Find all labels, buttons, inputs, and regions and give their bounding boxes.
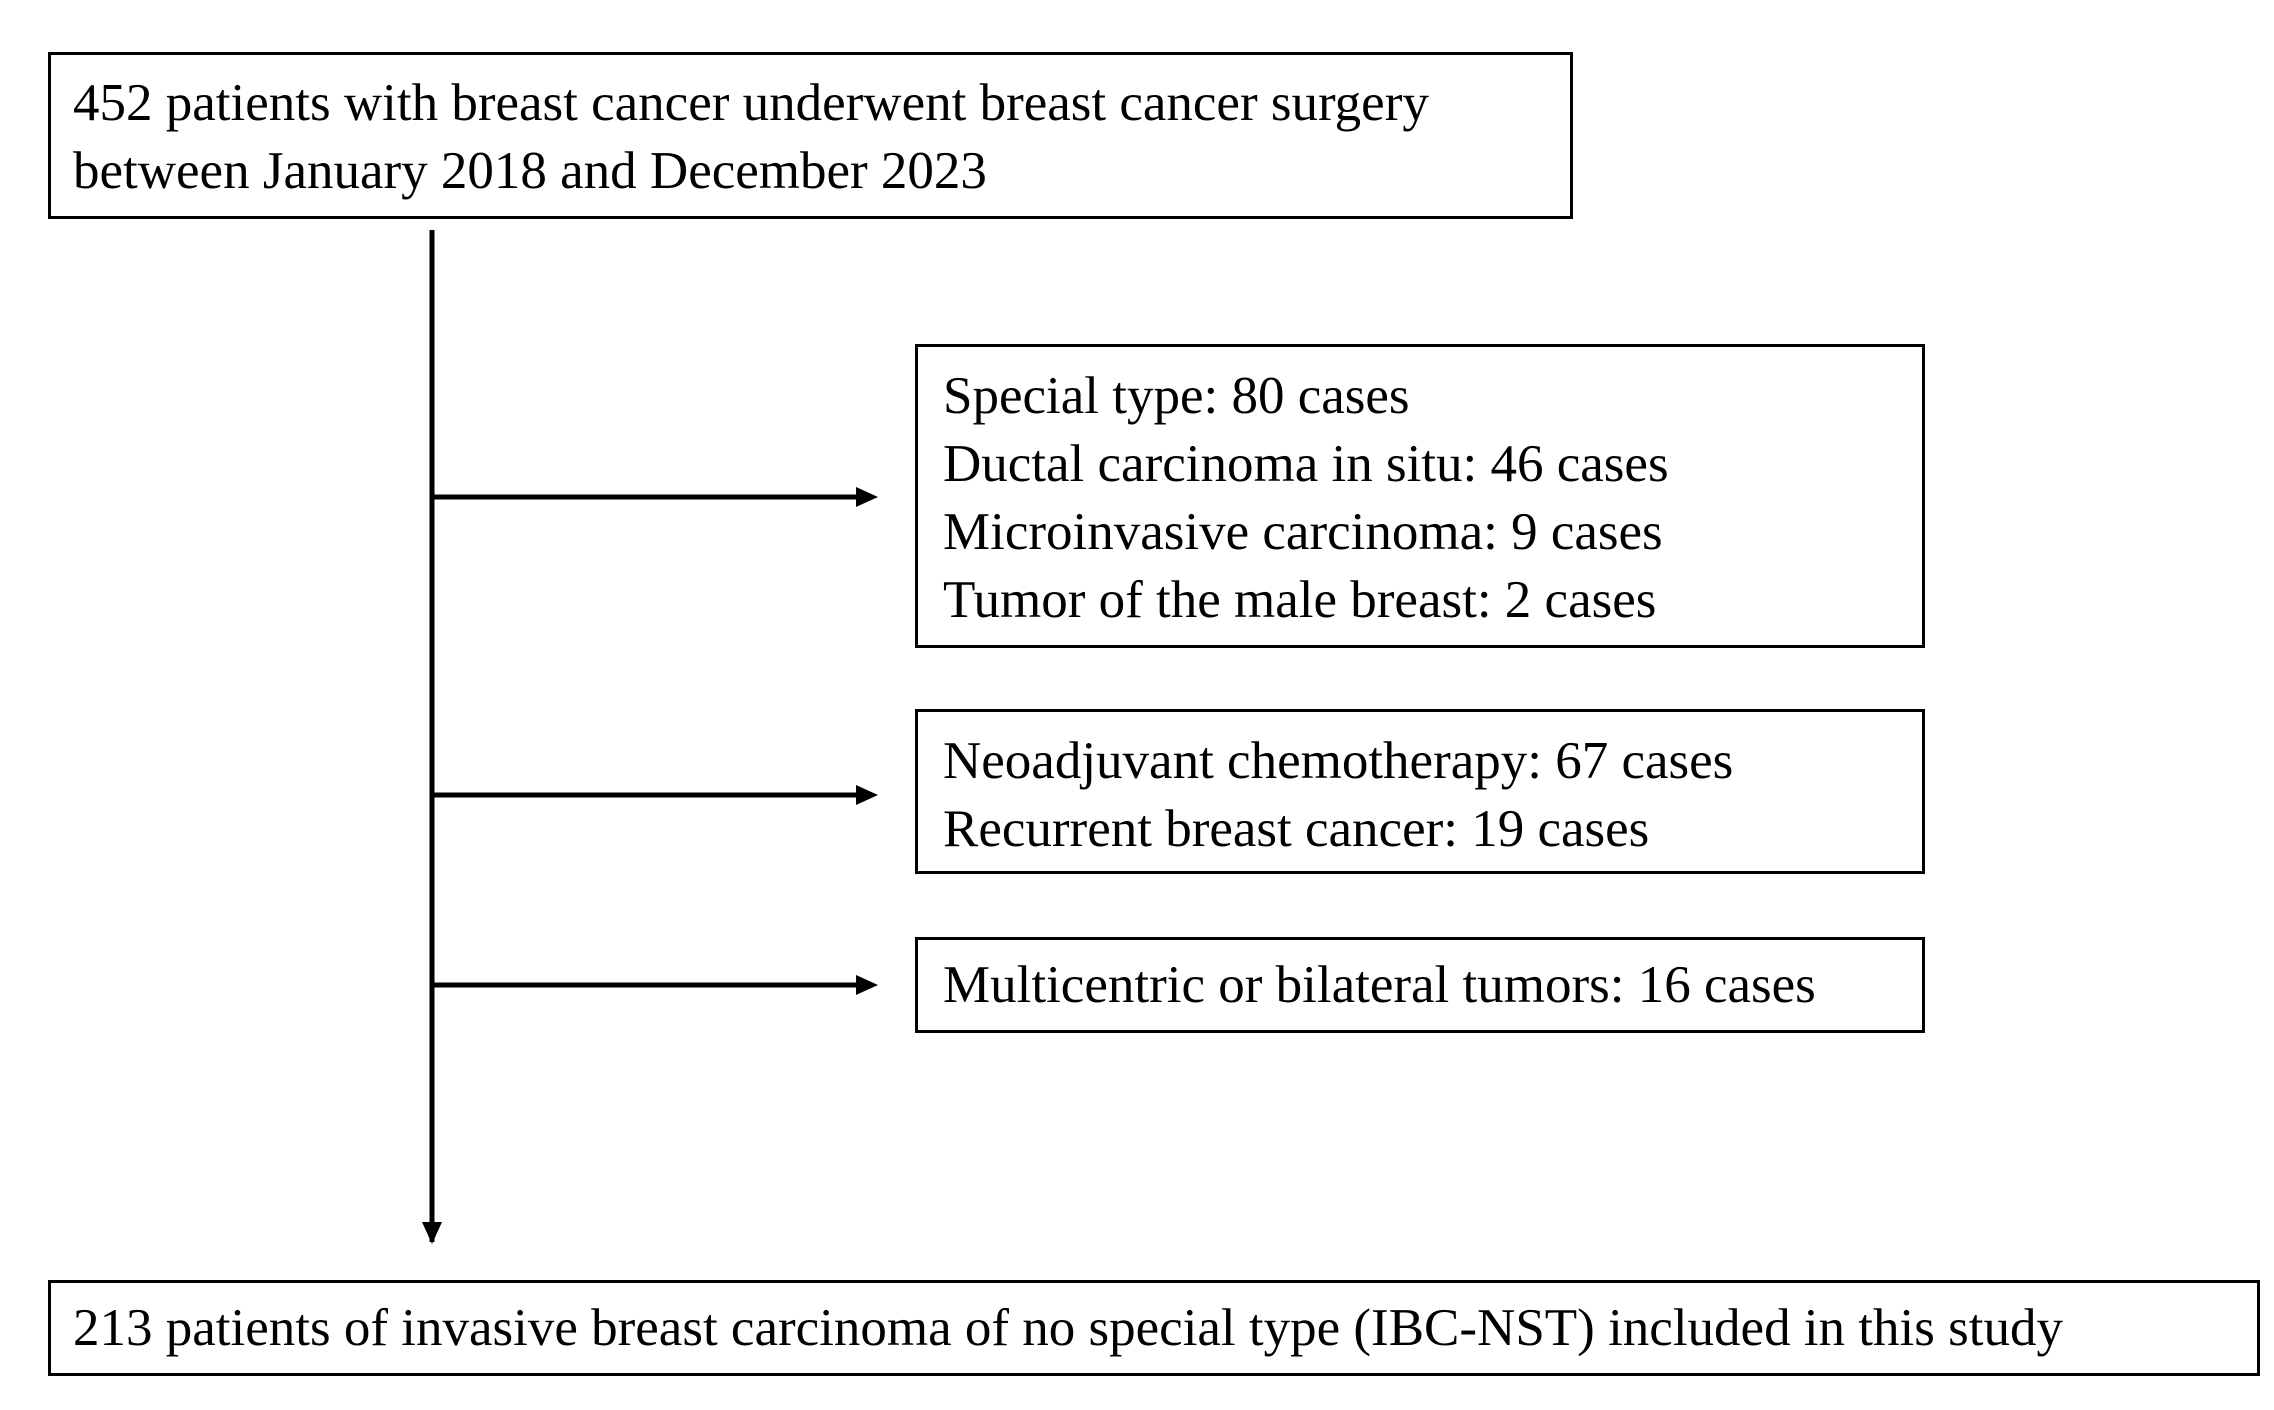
exclusion-item: Multicentric or bilateral tumors: 16 cas… (943, 956, 1816, 1014)
final-cohort-line: 213 patients of invasive breast carcinom… (73, 1299, 2063, 1357)
exclusion-box-treatment: Neoadjuvant chemotherapy: 67 cases Recur… (915, 709, 1925, 874)
exclusion-item: Ductal carcinoma in situ: 46 cases (943, 435, 1669, 493)
main-flow-arrowhead (422, 1222, 442, 1244)
initial-cohort-box: 452 patients with breast cancer underwen… (48, 52, 1573, 219)
exclusion-arrowhead-1 (856, 487, 878, 507)
initial-cohort-line: between January 2018 and December 2023 (73, 142, 987, 200)
exclusion-box-tumor-distribution: Multicentric or bilateral tumors: 16 cas… (915, 937, 1925, 1033)
exclusion-box-histology: Special type: 80 cases Ductal carcinoma … (915, 344, 1925, 648)
exclusion-item: Recurrent breast cancer: 19 cases (943, 800, 1650, 858)
exclusion-arrowhead-3 (856, 975, 878, 995)
initial-cohort-line: 452 patients with breast cancer underwen… (73, 74, 1429, 132)
exclusion-item: Special type: 80 cases (943, 367, 1410, 425)
exclusion-arrowhead-2 (856, 785, 878, 805)
final-cohort-box: 213 patients of invasive breast carcinom… (48, 1280, 2260, 1376)
exclusion-item: Microinvasive carcinoma: 9 cases (943, 503, 1663, 561)
exclusion-item: Tumor of the male breast: 2 cases (943, 571, 1657, 629)
exclusion-item: Neoadjuvant chemotherapy: 67 cases (943, 732, 1734, 790)
